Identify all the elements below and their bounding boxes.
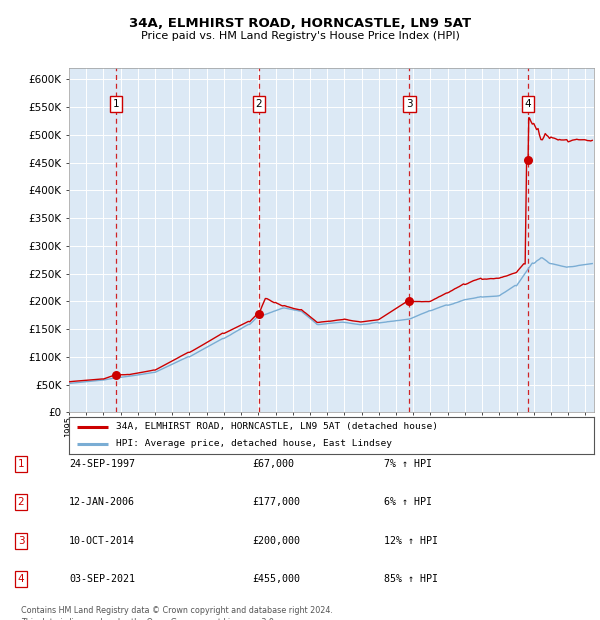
Text: 6% ↑ HPI: 6% ↑ HPI (384, 497, 432, 507)
Text: HPI: Average price, detached house, East Lindsey: HPI: Average price, detached house, East… (116, 440, 392, 448)
Text: 10-OCT-2014: 10-OCT-2014 (69, 536, 135, 546)
Text: 12% ↑ HPI: 12% ↑ HPI (384, 536, 438, 546)
Text: 4: 4 (525, 99, 532, 109)
Text: 2: 2 (256, 99, 262, 109)
Text: £67,000: £67,000 (252, 459, 294, 469)
Text: 03-SEP-2021: 03-SEP-2021 (69, 574, 135, 584)
Text: 24-SEP-1997: 24-SEP-1997 (69, 459, 135, 469)
Text: 7% ↑ HPI: 7% ↑ HPI (384, 459, 432, 469)
Text: Contains HM Land Registry data © Crown copyright and database right 2024.
This d: Contains HM Land Registry data © Crown c… (21, 606, 333, 620)
Text: 85% ↑ HPI: 85% ↑ HPI (384, 574, 438, 584)
Text: Price paid vs. HM Land Registry's House Price Index (HPI): Price paid vs. HM Land Registry's House … (140, 31, 460, 41)
Text: 2: 2 (17, 497, 25, 507)
Text: 3: 3 (406, 99, 413, 109)
Text: 1: 1 (17, 459, 25, 469)
Text: 34A, ELMHIRST ROAD, HORNCASTLE, LN9 5AT (detached house): 34A, ELMHIRST ROAD, HORNCASTLE, LN9 5AT … (116, 422, 438, 431)
Text: 3: 3 (17, 536, 25, 546)
Text: 4: 4 (17, 574, 25, 584)
Text: 34A, ELMHIRST ROAD, HORNCASTLE, LN9 5AT: 34A, ELMHIRST ROAD, HORNCASTLE, LN9 5AT (129, 17, 471, 30)
Text: 12-JAN-2006: 12-JAN-2006 (69, 497, 135, 507)
Text: £177,000: £177,000 (252, 497, 300, 507)
Text: 1: 1 (113, 99, 119, 109)
Text: £455,000: £455,000 (252, 574, 300, 584)
Text: £200,000: £200,000 (252, 536, 300, 546)
